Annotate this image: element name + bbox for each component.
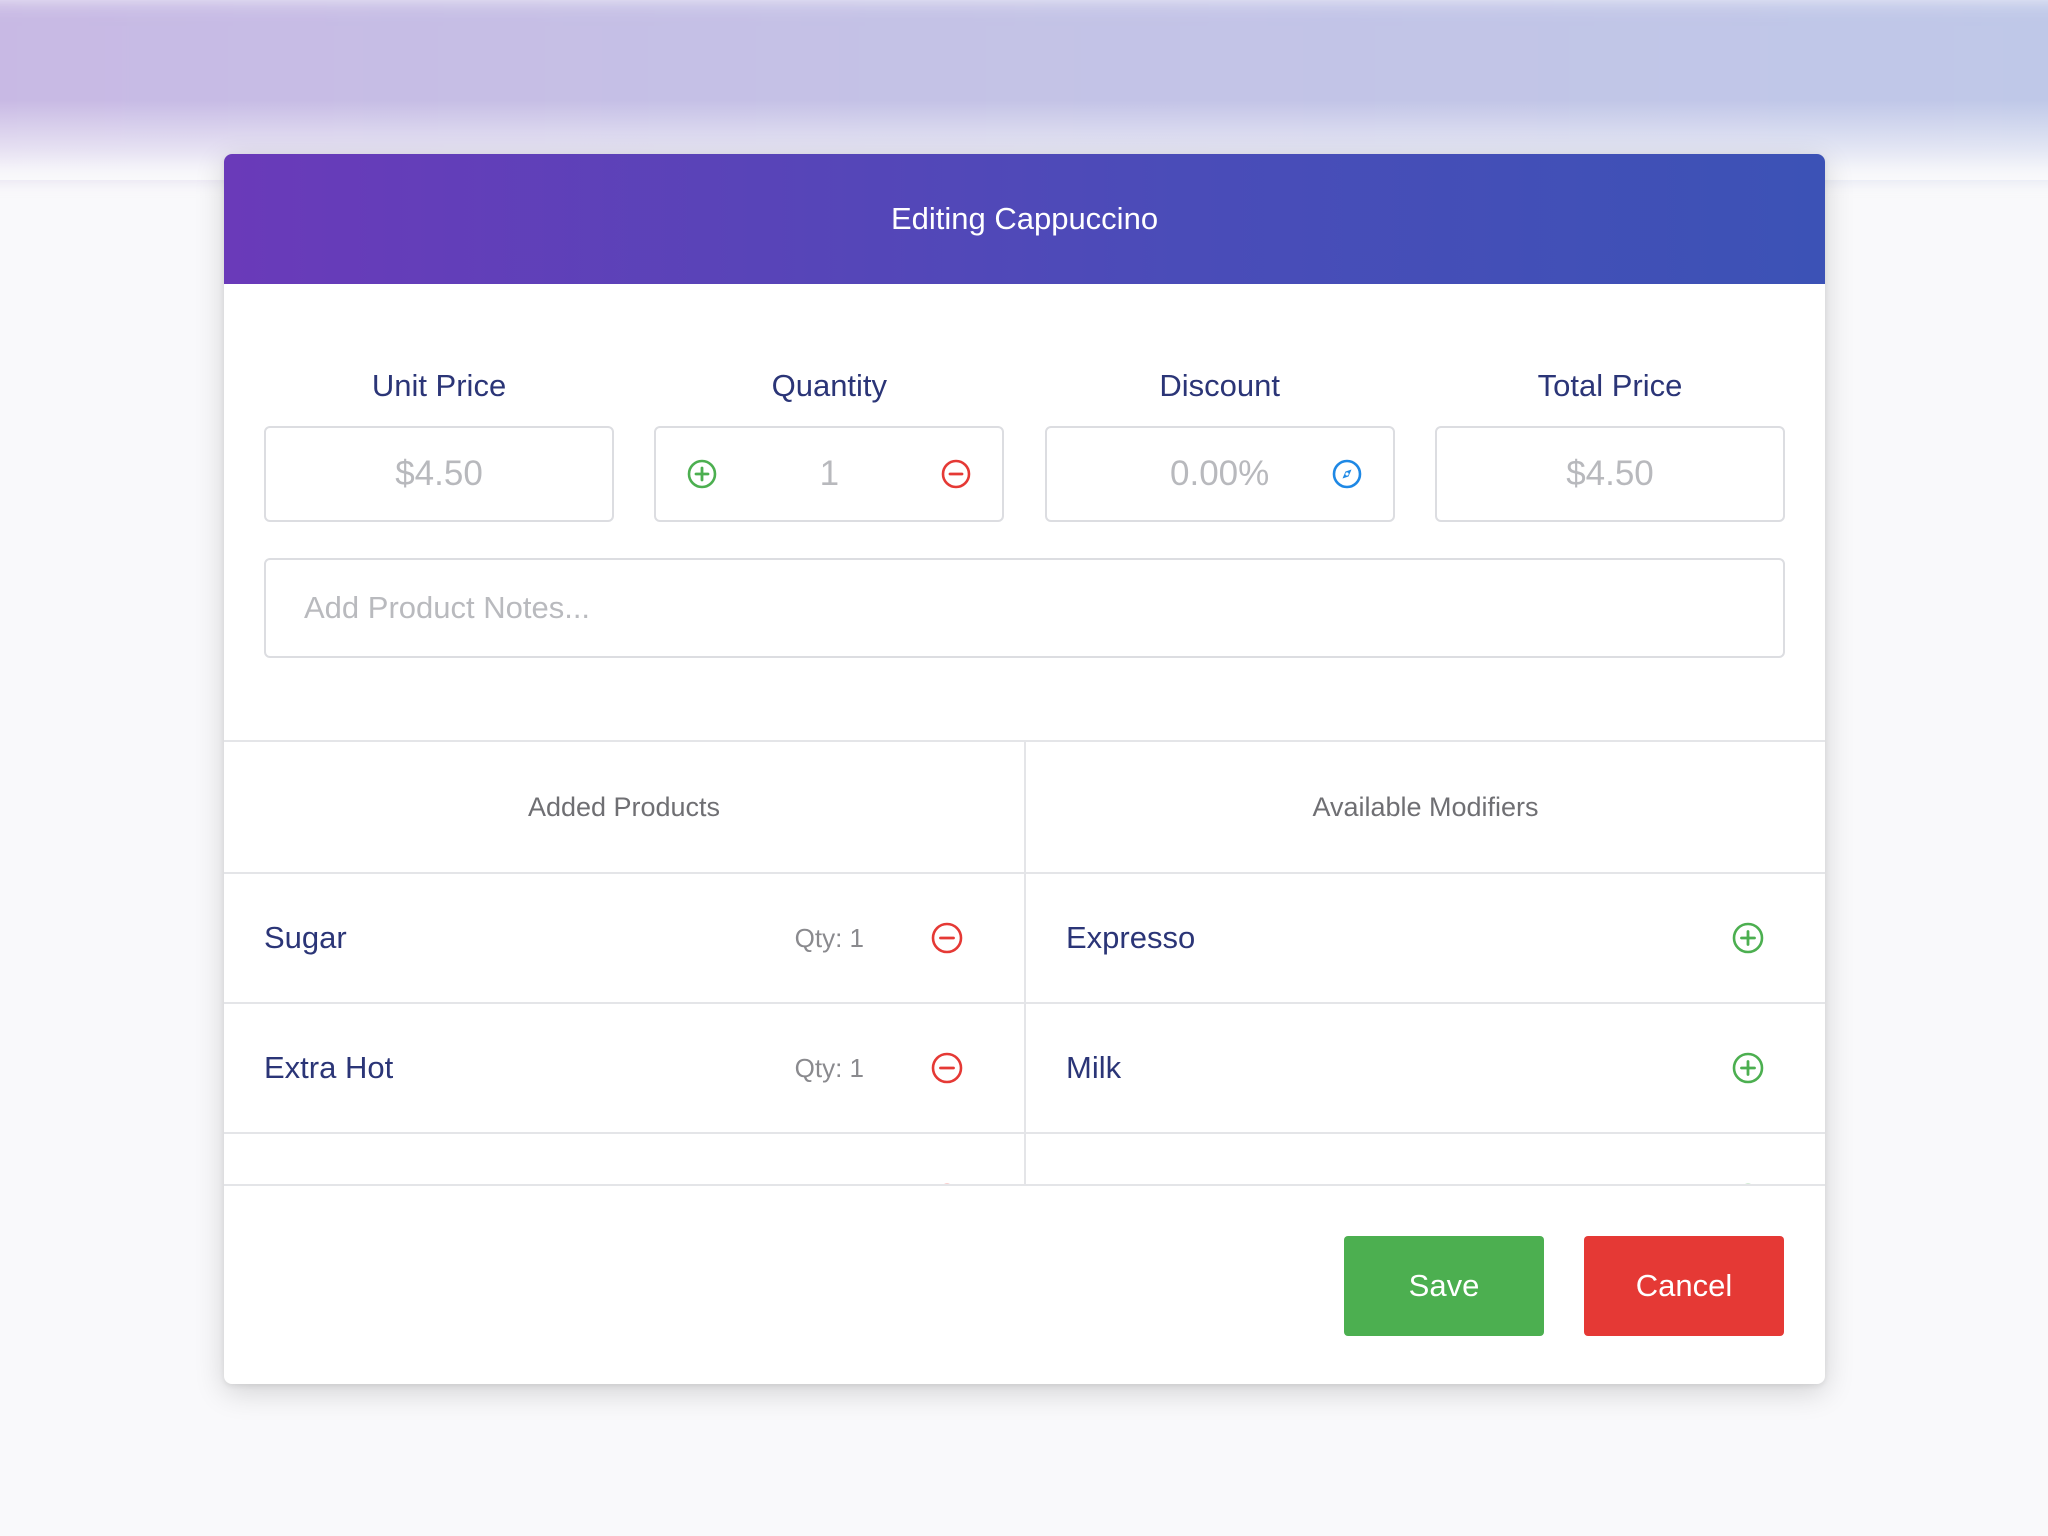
modal-footer: Save Cancel — [224, 1184, 1825, 1384]
unit-price-label: Unit Price — [371, 368, 507, 403]
product-notes-input[interactable] — [264, 558, 1785, 658]
discount-field: Discount 0.00% — [1044, 364, 1395, 522]
modifier-name: Milk — [1066, 1050, 1122, 1085]
remove-product-icon[interactable] — [930, 921, 964, 955]
list-item: Milk — [1026, 1004, 1825, 1134]
total-price-value: $4.50 — [1566, 454, 1654, 493]
edit-product-modal: Editing Cappuccino Unit Price $4.50 Quan… — [224, 154, 1825, 1384]
added-product-name: Extra Hot — [264, 1050, 394, 1085]
unit-price-input[interactable]: $4.50 — [264, 426, 614, 522]
add-modifier-icon[interactable] — [1731, 921, 1765, 955]
total-price-field: Total Price $4.50 — [1434, 364, 1785, 522]
available-modifiers-header: Available Modifiers — [1026, 742, 1825, 874]
cancel-button[interactable]: Cancel — [1584, 1236, 1784, 1336]
list-item-partial — [1026, 1134, 1825, 1186]
modal-title: Editing Cappuccino — [890, 201, 1159, 236]
added-products-header: Added Products — [224, 742, 1024, 874]
list-item: Extra Hot Qty: 1 — [224, 1004, 1024, 1134]
discount-label: Discount — [1159, 368, 1280, 403]
unit-price-value: $4.50 — [395, 454, 483, 493]
total-price-label: Total Price — [1537, 368, 1683, 403]
list-item-partial — [224, 1134, 1024, 1186]
quantity-stepper[interactable]: 1 — [654, 426, 1005, 522]
product-lists: Added Products Sugar Qty: 1 Extra Hot Qt… — [224, 740, 1825, 1186]
quantity-value: 1 — [819, 454, 840, 493]
discount-input[interactable]: 0.00% — [1044, 426, 1395, 522]
total-price-input: $4.50 — [1434, 426, 1785, 522]
price-fields: Unit Price $4.50 Quantity 1 Discount 0.0… — [264, 364, 1785, 522]
list-item: Expresso — [1026, 874, 1825, 1004]
added-product-qty: Qty: 1 — [794, 922, 864, 953]
quantity-field: Quantity 1 — [654, 364, 1005, 522]
discount-value: 0.00% — [1170, 454, 1270, 493]
remove-product-icon[interactable] — [930, 1051, 964, 1085]
modal-header: Editing Cappuccino — [224, 154, 1825, 284]
save-button[interactable]: Save — [1344, 1236, 1544, 1336]
added-product-name: Sugar — [264, 920, 347, 955]
added-product-qty: Qty: 1 — [794, 1052, 864, 1083]
compass-icon[interactable] — [1331, 458, 1363, 490]
list-item: Sugar Qty: 1 — [224, 874, 1024, 1004]
minus-circle-icon[interactable] — [940, 458, 972, 490]
added-products-list: Added Products Sugar Qty: 1 Extra Hot Qt… — [224, 742, 1024, 1186]
modifier-name: Expresso — [1066, 920, 1196, 955]
quantity-label: Quantity — [771, 368, 888, 403]
available-modifiers-list: Available Modifiers Expresso Milk — [1024, 742, 1825, 1186]
add-modifier-icon[interactable] — [1731, 1051, 1765, 1085]
unit-price-field: Unit Price $4.50 — [264, 364, 614, 522]
plus-circle-icon[interactable] — [686, 458, 718, 490]
